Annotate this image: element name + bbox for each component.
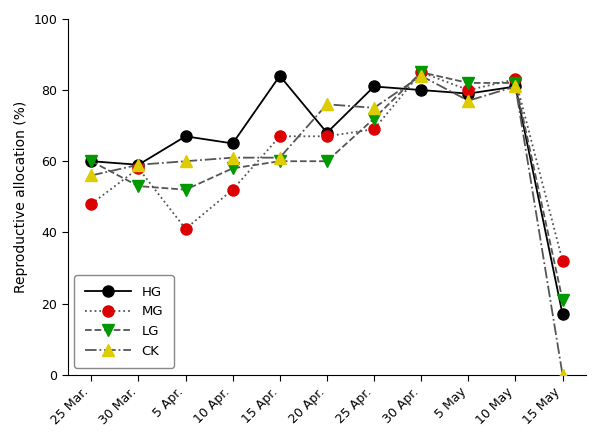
Y-axis label: Reproductive allocation (%): Reproductive allocation (%) xyxy=(14,101,28,293)
Legend: HG, MG, LG, CK: HG, MG, LG, CK xyxy=(74,275,174,368)
